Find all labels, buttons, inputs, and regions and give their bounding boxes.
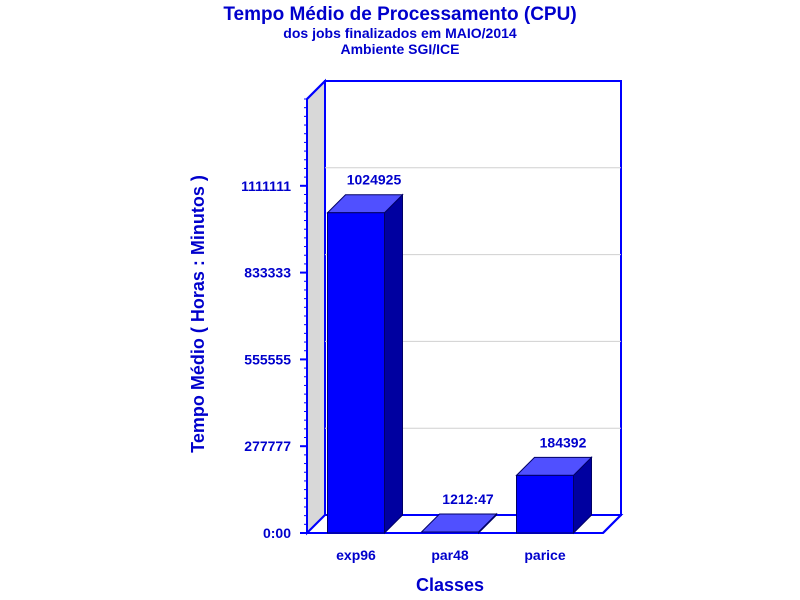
y-tick-label: 1111111: [241, 178, 291, 194]
y-tick-label: 277777: [244, 438, 291, 454]
x-tick-label-exp96: exp96: [336, 547, 376, 563]
x-axis-title: Classes: [416, 575, 484, 595]
bar-top-par48: [420, 513, 498, 533]
chart-subtitle: dos jobs finalizados em MAIO/2014: [283, 25, 517, 41]
frame-edge: [602, 514, 622, 534]
chart-title: Tempo Médio de Processamento (CPU): [223, 4, 576, 25]
y-axis-title: Tempo Médio ( Horas : Minutos ): [188, 175, 208, 453]
bar-side-exp96: [384, 193, 403, 535]
y-axis-ticks: 0:00 277777 555555 833333 1111111: [241, 98, 308, 541]
frame-edge: [306, 80, 326, 100]
chart-subtitle-2: Ambiente SGI/ICE: [340, 41, 459, 57]
y-tick-label: 0:00: [263, 525, 291, 541]
left-wall: [306, 78, 326, 536]
x-tick-label-parice: parice: [524, 547, 565, 563]
bars: [326, 193, 593, 535]
x-tick-label-par48: par48: [431, 547, 469, 563]
y-tick-label: 555555: [244, 351, 291, 367]
bar-exp96: [327, 212, 385, 534]
data-label-par48: 1212:47: [442, 491, 494, 507]
labels: 1024925 exp96 1212:47 par48 184392 parice: [336, 172, 586, 563]
data-label-exp96: 1024925: [347, 172, 402, 188]
y-tick-label: 833333: [244, 265, 291, 281]
bar-parice: [516, 474, 574, 534]
data-label-parice: 184392: [540, 434, 587, 450]
